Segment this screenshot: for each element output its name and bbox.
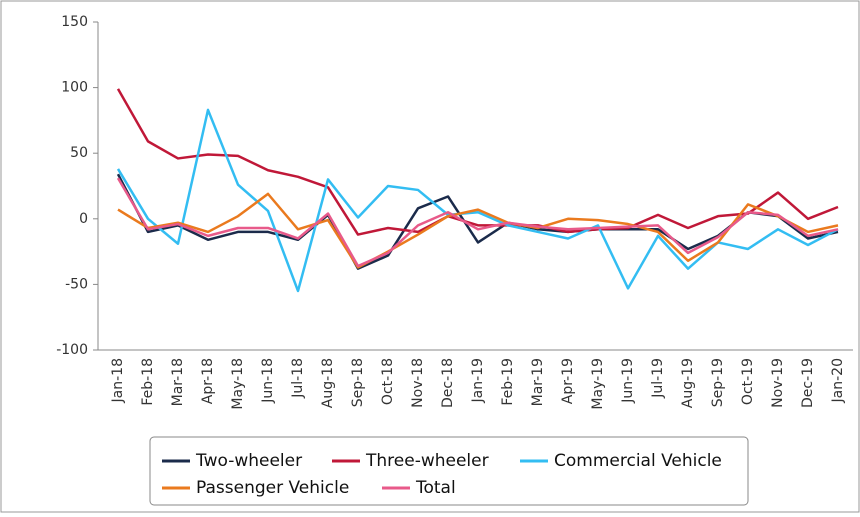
x-tick-label: Aug-18 xyxy=(320,358,336,408)
x-tick-label: May-18 xyxy=(230,358,246,410)
legend-label: Passenger Vehicle xyxy=(196,478,349,498)
x-tick-label: Nov-19 xyxy=(770,358,786,408)
x-tick-label: Feb-19 xyxy=(500,358,516,406)
x-tick-label: Dec-19 xyxy=(800,358,816,408)
x-tick-label: Jun-19 xyxy=(620,358,636,404)
series-line xyxy=(116,177,839,268)
series-line xyxy=(116,108,839,293)
y-tick-label: 150 xyxy=(61,14,88,30)
x-tick-label: Dec-18 xyxy=(440,358,456,408)
x-tick-label: Jan-18 xyxy=(110,358,126,403)
legend-label: Total xyxy=(415,478,456,498)
x-tick-label: Jan-20 xyxy=(830,358,846,403)
x-tick-label: Aug-19 xyxy=(680,358,696,408)
y-tick-label: 0 xyxy=(79,211,88,227)
legend-label: Two-wheeler xyxy=(195,451,302,471)
legend-label: Commercial Vehicle xyxy=(554,451,722,471)
legend-label: Three-wheeler xyxy=(365,451,489,471)
y-tick-label: -50 xyxy=(65,276,88,292)
x-tick-label: Jul-18 xyxy=(290,358,306,399)
y-tick-label: 50 xyxy=(70,145,88,161)
x-tick-label: Sep-18 xyxy=(350,358,366,407)
x-tick-label: Mar-19 xyxy=(530,358,546,406)
x-tick-label: Nov-18 xyxy=(410,358,426,408)
x-tick-label: Feb-18 xyxy=(140,358,156,406)
x-tick-label: May-19 xyxy=(590,358,606,410)
x-tick-label: Apr-19 xyxy=(560,358,576,404)
y-tick-label: -100 xyxy=(56,342,88,358)
legend xyxy=(149,436,749,506)
x-tick-label: Apr-18 xyxy=(200,358,216,404)
x-tick-label: Jan-19 xyxy=(470,358,486,403)
x-tick-label: Mar-18 xyxy=(170,358,186,406)
series-line xyxy=(116,88,839,236)
x-tick-label: Sep-19 xyxy=(710,358,726,407)
series-line xyxy=(117,192,839,269)
x-tick-label: Oct-19 xyxy=(740,358,756,405)
x-tick-label: Jul-19 xyxy=(650,358,666,399)
x-tick-label: Jun-18 xyxy=(260,358,276,404)
y-tick-label: 100 xyxy=(61,80,88,96)
x-tick-label: Oct-18 xyxy=(380,358,396,405)
